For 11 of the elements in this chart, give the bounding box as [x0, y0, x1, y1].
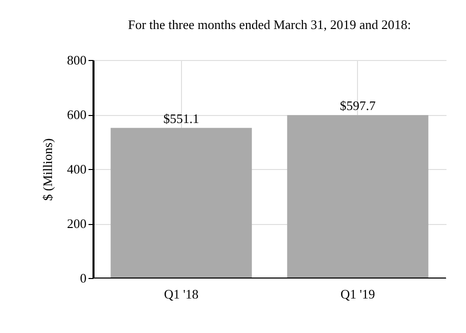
chart-title: For the three months ended March 31, 2019 and 2018:	[128, 17, 412, 32]
y-axis-title: $ (Millions)	[40, 138, 55, 201]
data-label: $597.7	[340, 98, 376, 114]
y-tick-label: 0	[80, 270, 86, 286]
y-tick-label: 600	[67, 107, 86, 122]
y-tick-label: 400	[67, 162, 86, 176]
y-tick-label: 800	[67, 52, 86, 68]
y-tick-label: 200	[67, 216, 86, 231]
x-tick-label: Q1 '18	[164, 286, 198, 302]
data-label: $551.1	[163, 110, 200, 126]
x-tick-label: Q1 '19	[340, 286, 375, 302]
